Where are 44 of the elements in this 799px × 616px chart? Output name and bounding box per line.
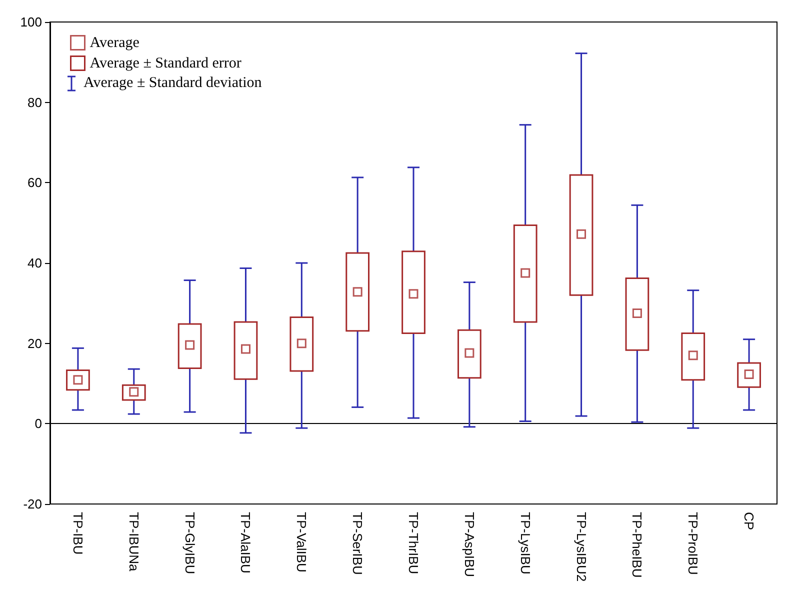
point bbox=[352, 287, 362, 297]
bar bbox=[346, 252, 370, 332]
x-tick-label: TP-IBUNa bbox=[126, 512, 142, 572]
x-tick-label: CP bbox=[742, 512, 757, 530]
bar bbox=[681, 332, 706, 381]
bar bbox=[569, 174, 594, 296]
bar bbox=[290, 316, 314, 372]
point bbox=[408, 289, 418, 299]
x-tick-label: TP-SerIBU bbox=[350, 512, 366, 575]
x-tick-label: TP-ValIBU bbox=[294, 512, 310, 572]
point bbox=[576, 229, 586, 239]
bar bbox=[625, 278, 650, 351]
point bbox=[240, 344, 250, 354]
point bbox=[688, 350, 698, 360]
x-tick-label: TP-ThrIBU bbox=[406, 512, 421, 574]
bar bbox=[178, 323, 202, 369]
y-tick-label: 100 bbox=[20, 14, 42, 30]
y-tick-label: 0 bbox=[34, 416, 42, 432]
legend-label: Average bbox=[90, 34, 140, 51]
y-tick-label: 80 bbox=[28, 94, 42, 110]
x-tick-label: TP-PheIBU bbox=[630, 512, 645, 578]
y-tick-label: 20 bbox=[28, 336, 42, 351]
x-tick-label: TP-LysIBU bbox=[518, 512, 533, 574]
x-tick-label: TP-LysIBU2 bbox=[574, 512, 589, 582]
point bbox=[520, 268, 530, 278]
annotation: Average ± Standard deviation bbox=[84, 75, 262, 91]
x-tick-label: TP-IBU bbox=[70, 512, 86, 555]
point bbox=[185, 340, 195, 350]
bar bbox=[457, 329, 482, 379]
point bbox=[296, 338, 306, 348]
point bbox=[632, 308, 642, 318]
y-tick-label: 40 bbox=[28, 256, 42, 270]
x-tick-label: TP-ProIBU bbox=[686, 512, 701, 575]
bar bbox=[234, 321, 258, 380]
bar bbox=[402, 250, 426, 334]
bar bbox=[513, 224, 538, 323]
y-tick-label: 60 bbox=[28, 175, 42, 190]
legend-label: Average ± Standard error bbox=[90, 55, 242, 72]
x-tick-label: TP-GlyIBU bbox=[182, 512, 198, 574]
bar bbox=[737, 362, 761, 388]
point bbox=[464, 348, 474, 358]
x-tick-label: TP-AlaIBU bbox=[238, 512, 254, 574]
x-tick-label: TP-AspIBU bbox=[462, 512, 477, 578]
y-tick-label: -20 bbox=[23, 496, 42, 512]
